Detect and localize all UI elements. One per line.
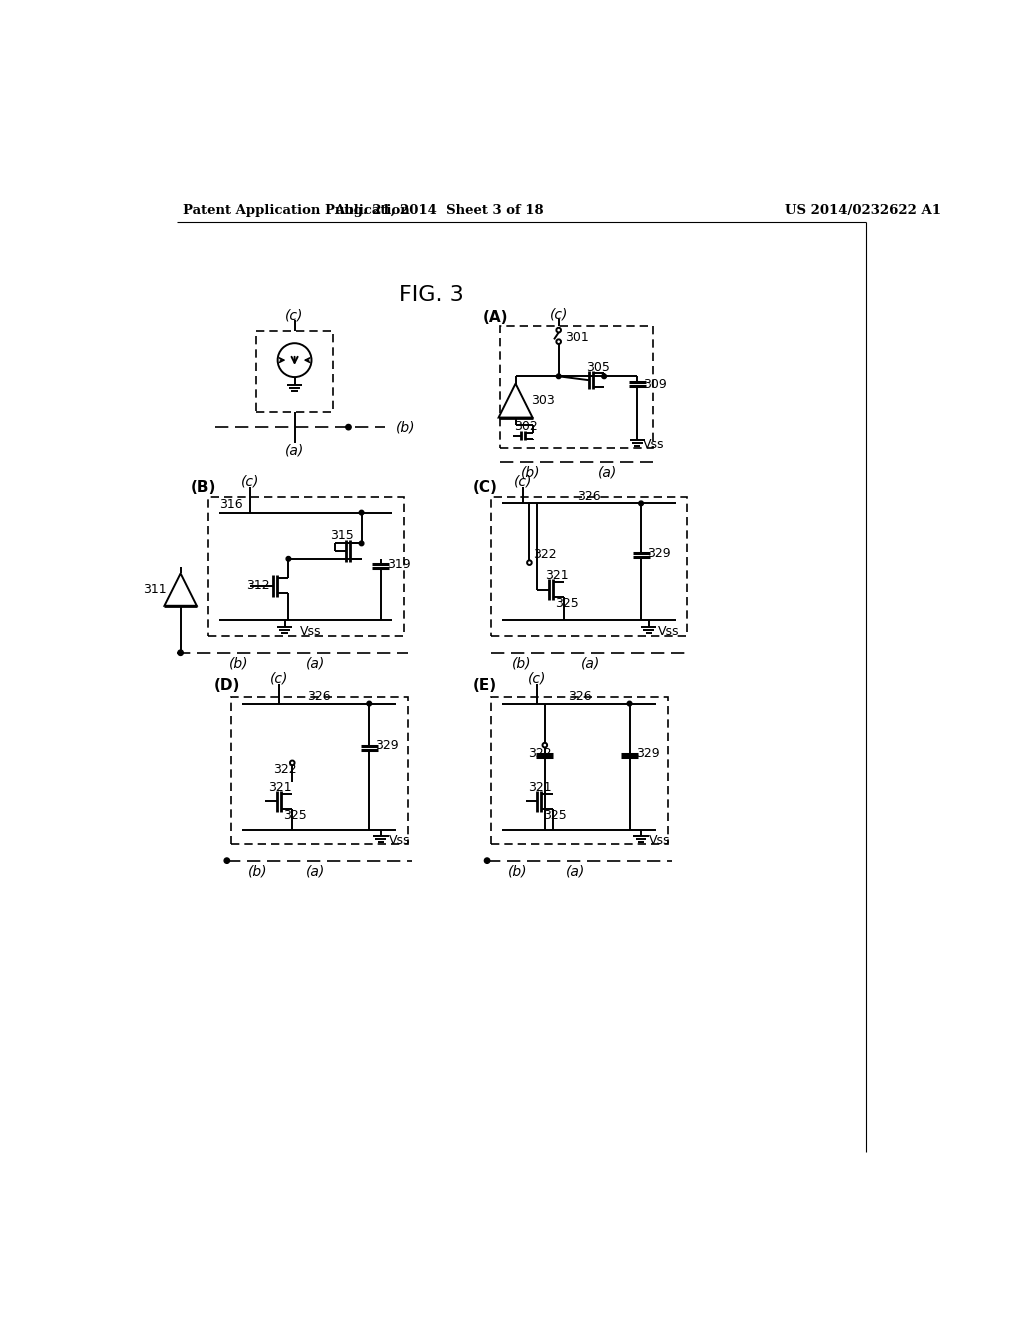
Text: 312: 312: [246, 579, 269, 593]
Text: 305: 305: [586, 360, 610, 374]
Polygon shape: [499, 384, 532, 417]
Text: (c): (c): [286, 309, 304, 322]
Circle shape: [484, 858, 489, 863]
Text: 322: 322: [273, 763, 297, 776]
Circle shape: [556, 374, 561, 379]
Circle shape: [346, 425, 351, 430]
Text: 309: 309: [643, 378, 667, 391]
Text: 325: 325: [555, 597, 579, 610]
Text: 329: 329: [376, 739, 399, 752]
Text: (C): (C): [473, 480, 498, 495]
Text: Vss: Vss: [643, 438, 665, 451]
Text: (A): (A): [483, 309, 509, 325]
Text: 326: 326: [567, 690, 591, 704]
Text: Vss: Vss: [388, 834, 410, 847]
Circle shape: [367, 701, 372, 706]
Bar: [208, 498, 403, 636]
Text: (a): (a): [306, 865, 325, 878]
Circle shape: [359, 541, 364, 545]
Text: (c): (c): [514, 475, 532, 488]
Bar: [500, 326, 652, 447]
Circle shape: [543, 743, 547, 747]
Circle shape: [290, 760, 295, 766]
Text: (c): (c): [528, 672, 547, 686]
Text: (D): (D): [214, 678, 240, 693]
Text: (c): (c): [550, 308, 568, 322]
Text: 326: 326: [307, 690, 331, 704]
Text: 301: 301: [565, 330, 589, 343]
Text: 315: 315: [331, 529, 354, 543]
Text: 322: 322: [534, 548, 557, 561]
Text: (c): (c): [270, 672, 289, 686]
Text: (a): (a): [566, 865, 586, 878]
Text: (a): (a): [582, 656, 601, 671]
Circle shape: [628, 701, 632, 706]
Bar: [256, 331, 333, 412]
Text: 325: 325: [544, 809, 567, 822]
Text: (B): (B): [190, 480, 216, 495]
Text: 316: 316: [219, 499, 243, 511]
Text: (b): (b): [508, 865, 527, 878]
Bar: [230, 697, 408, 843]
Text: 321: 321: [545, 569, 568, 582]
Circle shape: [556, 339, 561, 345]
Text: (b): (b): [396, 420, 416, 434]
Text: (c): (c): [241, 475, 259, 488]
Text: (b): (b): [512, 656, 531, 671]
Text: 319: 319: [387, 558, 411, 572]
Circle shape: [286, 557, 291, 561]
Text: US 2014/0232622 A1: US 2014/0232622 A1: [785, 205, 941, 218]
Text: 326: 326: [577, 490, 600, 503]
Circle shape: [178, 649, 183, 656]
Circle shape: [602, 374, 606, 379]
Text: FIG. 3: FIG. 3: [398, 285, 463, 305]
Text: 325: 325: [283, 809, 307, 822]
Text: (b): (b): [248, 865, 267, 878]
Text: 302: 302: [514, 420, 538, 433]
Text: 303: 303: [531, 393, 555, 407]
Text: 322: 322: [528, 747, 552, 760]
Text: (E): (E): [473, 678, 498, 693]
Text: 311: 311: [143, 583, 167, 597]
Text: Vss: Vss: [300, 624, 322, 638]
Text: Vss: Vss: [658, 624, 680, 638]
Circle shape: [527, 561, 531, 565]
Text: Aug. 21, 2014  Sheet 3 of 18: Aug. 21, 2014 Sheet 3 of 18: [334, 205, 544, 218]
Text: 321: 321: [267, 781, 291, 795]
Bar: [490, 697, 668, 843]
Circle shape: [556, 327, 561, 333]
Text: (a): (a): [306, 656, 325, 671]
Text: 321: 321: [528, 781, 552, 795]
Text: (a): (a): [598, 466, 617, 479]
Polygon shape: [165, 573, 197, 606]
Text: (b): (b): [228, 656, 248, 671]
Text: Patent Application Publication: Patent Application Publication: [183, 205, 410, 218]
Text: 329: 329: [636, 747, 659, 760]
Circle shape: [639, 502, 643, 506]
Text: (a): (a): [285, 444, 304, 457]
Circle shape: [224, 858, 229, 863]
Circle shape: [359, 511, 364, 515]
Text: Vss: Vss: [649, 834, 671, 847]
Text: 329: 329: [647, 546, 671, 560]
Bar: [490, 498, 687, 636]
Text: (b): (b): [521, 466, 541, 479]
